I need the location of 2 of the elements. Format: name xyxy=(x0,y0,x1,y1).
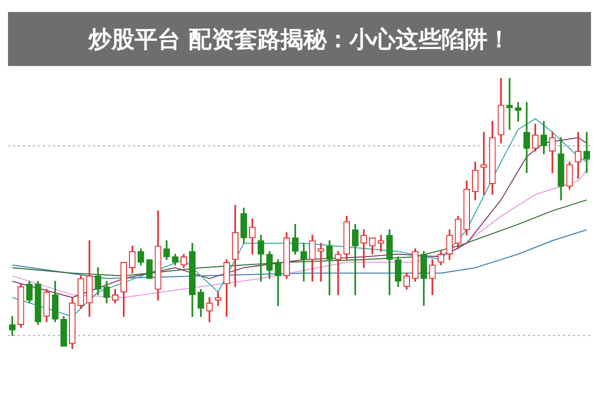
chart-title: 炒股平台 配资套路揭秘：小心这些陷阱！ xyxy=(88,26,510,54)
candlestick xyxy=(318,242,324,282)
